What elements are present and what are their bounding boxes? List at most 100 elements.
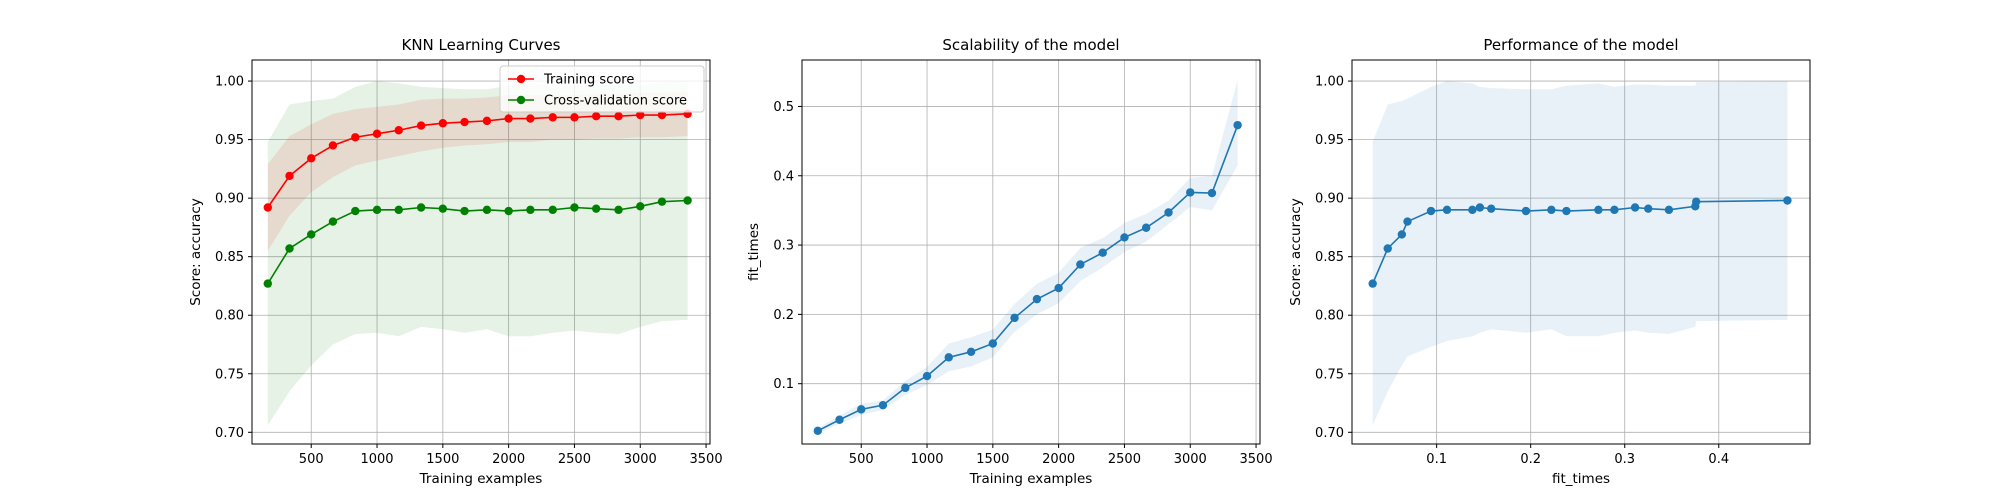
legend: Training score Cross-validation score [499,65,705,113]
data-point [636,110,645,120]
data-point [1692,197,1701,206]
data-point [416,203,426,212]
x-tick-label: 1500 [426,452,459,467]
y-tick-label: 0.95 [215,133,244,148]
data-point [1207,188,1217,198]
chart-panel-3: 0.1 0.2 0.3 0.4 0.70 0.75 0.80 0.85 0.90 0.95 1.00… [1288,36,1811,487]
data-point [307,230,316,239]
y-tick-label: 0.4 [773,169,794,184]
data-point [1426,206,1436,216]
x-tick-label: 1000 [910,452,943,467]
data-point [1120,233,1129,242]
y-tick-label: 0.90 [215,192,244,207]
data-point [328,217,338,226]
data-point [526,114,535,123]
y-tick-label: 0.80 [1315,309,1344,324]
data-point [591,204,601,213]
chart-panel-1: 500 1000 1500 2000 2500 3000 3500 0.70 0.75 0.80 0… [188,36,723,487]
data-point [1562,206,1571,216]
x-axis-label: fit_times [1552,471,1610,487]
data-point [1032,294,1042,304]
chart-panel-2: 500 1000 1500 2000 2500 3000 3500 0.1 0.2 0.3 0.4 0… [746,36,1273,487]
y-tick-label: 0.85 [1315,250,1344,265]
y-tick-label: 1.00 [1315,75,1344,90]
data-point [372,129,382,138]
data-point [460,117,469,127]
data-point [1486,204,1496,213]
data-point [1010,313,1019,323]
data-point [657,197,667,206]
legend-label: Training score [543,73,634,88]
data-point [504,206,513,216]
data-point [1521,206,1531,216]
x-tick-label: 2500 [558,452,591,467]
data-point [460,206,469,216]
confidence-band-1 [817,80,1238,434]
data-point [1098,248,1107,257]
legend-label: Cross-validation score [544,94,687,109]
x-tick-label: 2500 [1108,452,1141,467]
x-tick-label: 0.2 [1520,452,1541,467]
data-point [570,203,579,212]
legend-box [499,65,705,113]
y-axis-label: Score: accuracy [1288,198,1304,306]
x-tick-label: 3500 [690,452,723,467]
data-point [1547,205,1556,215]
data-point [438,119,448,128]
chart-title: KNN Learning Curves [401,36,560,54]
series-line-1 [817,124,1239,432]
y-tick-label: 0.3 [773,239,794,254]
data-point [1468,205,1477,215]
data-point [1442,205,1452,215]
data-point [1397,230,1407,239]
confidence-band-2 [267,81,688,426]
data-point [394,205,403,215]
data-point [548,205,557,215]
data-point [614,205,623,215]
data-point [1164,208,1173,217]
data-point [504,114,513,123]
data-point [285,244,294,253]
data-point [1054,283,1063,293]
data-point [1403,217,1412,226]
confidence-band-1 [1372,81,1788,426]
data-point [1610,205,1619,215]
x-tick-label: 2000 [1042,452,1075,467]
data-point [591,111,601,121]
data-point [482,116,492,126]
data-point [1383,244,1392,253]
data-point [1644,204,1653,213]
x-tick-label: 3000 [624,452,657,467]
axes-frame [1351,59,1811,445]
x-axis-label: Training examples [969,471,1093,487]
data-point [1186,188,1195,197]
x-tick-label: 0.4 [1708,452,1729,467]
y-tick-label: 0.2 [773,308,794,323]
data-point [1475,203,1485,212]
y-tick-label: 0.70 [1315,426,1344,441]
x-tick-label: 3500 [1240,452,1273,467]
y-tick-label: 0.85 [215,250,244,265]
data-point [1594,205,1603,215]
data-point [636,202,645,211]
y-tick-label: 0.1 [773,377,794,392]
x-tick-label: 0.1 [1426,452,1447,467]
x-tick-label: 1000 [360,452,393,467]
legend-marker [516,95,526,105]
x-tick-label: 0.3 [1614,452,1635,467]
data-point [263,203,272,212]
x-tick-label: 3000 [1174,452,1207,467]
data-point [263,279,272,288]
data-point [683,196,692,205]
data-point [878,400,888,410]
y-axis-label: fit_times [746,223,762,281]
chart-title: Performance of the model [1483,36,1678,54]
axes-frame [801,59,1261,445]
y-tick-label: 0.70 [215,426,244,441]
data-point [1076,260,1085,269]
data-point [901,383,910,393]
x-tick-label: 2000 [492,452,525,467]
y-tick-label: 0.90 [1315,192,1344,207]
data-point [1630,203,1640,212]
x-tick-label: 1500 [976,452,1009,467]
